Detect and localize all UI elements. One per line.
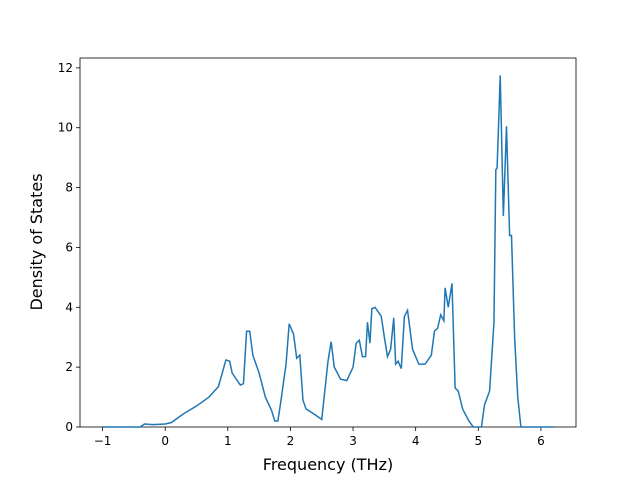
y-tick-label: 10 — [58, 121, 73, 135]
line — [102, 75, 554, 428]
x-tick-label: 1 — [224, 434, 232, 448]
y-tick-label: 8 — [65, 181, 73, 195]
axes-frame — [79, 57, 577, 428]
x-tick-label: 6 — [537, 434, 545, 448]
y-tick-label: 6 — [65, 240, 73, 254]
x-axis-label: Frequency (THz) — [263, 455, 393, 474]
y-tick-label: 4 — [65, 300, 73, 314]
y-axis-label: Density of States — [27, 173, 46, 310]
y-tick-label: 12 — [58, 61, 73, 75]
x-tick-label: 0 — [161, 434, 169, 448]
y-tick-label: 0 — [65, 420, 73, 434]
x-tick-label: 3 — [349, 434, 357, 448]
x-tick-label: −1 — [94, 434, 112, 448]
y-tick-label: 2 — [65, 360, 73, 374]
x-tick-label: 4 — [412, 434, 420, 448]
x-tick-label: 5 — [474, 434, 482, 448]
x-tick-label: 2 — [287, 434, 295, 448]
